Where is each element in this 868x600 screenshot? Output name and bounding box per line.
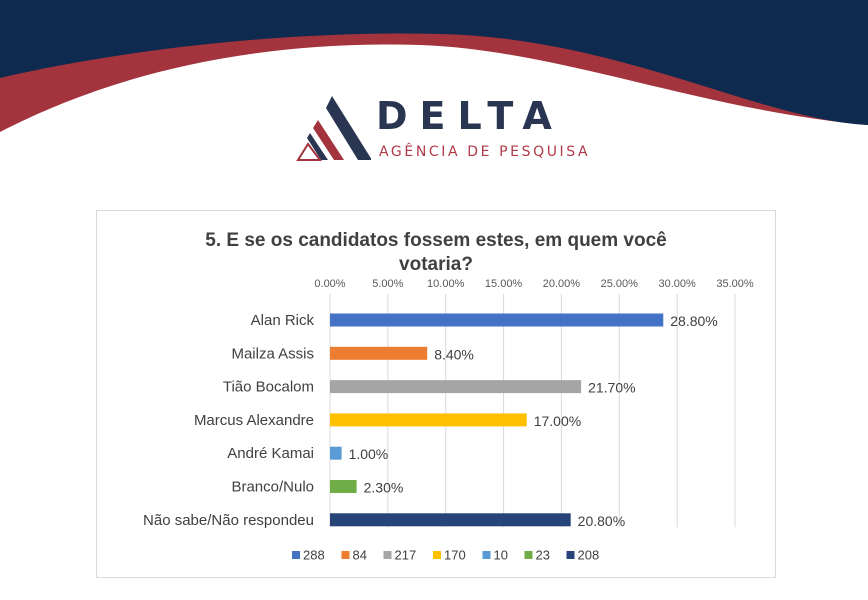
- bar: [330, 513, 571, 527]
- data-label: 21.70%: [588, 380, 635, 396]
- category-label: Tião Bocalom: [223, 379, 314, 396]
- data-label: 20.80%: [578, 513, 625, 529]
- x-tick-label: 5.00%: [372, 278, 403, 290]
- header-background: [0, 0, 868, 132]
- chart-card: 5. E se os candidatos fossem estes, em q…: [96, 210, 776, 578]
- navy-swoosh: [0, 0, 868, 125]
- chart-title-line1: 5. E se os candidatos fossem estes, em q…: [205, 230, 667, 251]
- category-label: Não sabe/Não respondeu: [143, 512, 314, 529]
- category-label: Alan Rick: [251, 312, 315, 329]
- brand-name: DELTA: [376, 94, 564, 138]
- category-label: André Kamai: [227, 445, 314, 462]
- legend-swatch: [482, 551, 491, 559]
- category-label: Branco/Nulo: [231, 479, 314, 496]
- legend-label: 84: [353, 548, 367, 563]
- category-label: Mailza Assis: [231, 345, 314, 362]
- bar-chart-plot: 0.00% 5.00% 10.00% 15.00% 20.00% 25.00% 30.00%…: [143, 278, 754, 563]
- legend-swatch: [566, 551, 575, 559]
- legend-label: 170: [444, 548, 466, 563]
- chart-title: 5. E se os candidatos fossem estes, em q…: [97, 229, 775, 277]
- legend-swatch: [341, 551, 350, 559]
- legend-label: 208: [578, 548, 600, 563]
- bar: [330, 313, 664, 327]
- data-label: 8.40%: [434, 346, 474, 362]
- legend-label: 217: [395, 548, 417, 563]
- data-label: 2.30%: [364, 480, 404, 496]
- bar: [330, 413, 527, 427]
- delta-logo-icon: [296, 96, 371, 161]
- bar: [330, 346, 428, 360]
- legend-label: 288: [303, 548, 325, 563]
- x-tick-label: 0.00%: [314, 278, 345, 290]
- delta-logo: DELTA AGÊNCIA DE PESQUISA: [296, 92, 616, 167]
- legend-swatch: [292, 551, 300, 559]
- bar: [330, 480, 357, 493]
- x-tick-label: 30.00%: [658, 278, 696, 290]
- x-tick-label: 35.00%: [716, 278, 754, 290]
- legend-swatch: [433, 551, 441, 559]
- x-tick-label: 10.00%: [427, 278, 465, 290]
- legend-label: 23: [536, 548, 550, 563]
- category-label: Marcus Alexandre: [194, 412, 314, 429]
- legend-label: 10: [494, 548, 508, 563]
- data-label: 1.00%: [349, 446, 389, 462]
- x-tick-label: 20.00%: [543, 278, 581, 290]
- legend-swatch: [383, 551, 392, 559]
- bar: [330, 446, 342, 460]
- legend-swatch: [524, 551, 533, 559]
- chart-title-line2: votaria?: [399, 254, 473, 275]
- brand-tagline: AGÊNCIA DE PESQUISA: [379, 144, 591, 160]
- x-tick-label: 15.00%: [485, 278, 523, 290]
- bar: [330, 380, 582, 394]
- data-label: 28.80%: [670, 313, 717, 329]
- x-tick-label: 25.00%: [601, 278, 639, 290]
- data-label: 17.00%: [534, 413, 581, 429]
